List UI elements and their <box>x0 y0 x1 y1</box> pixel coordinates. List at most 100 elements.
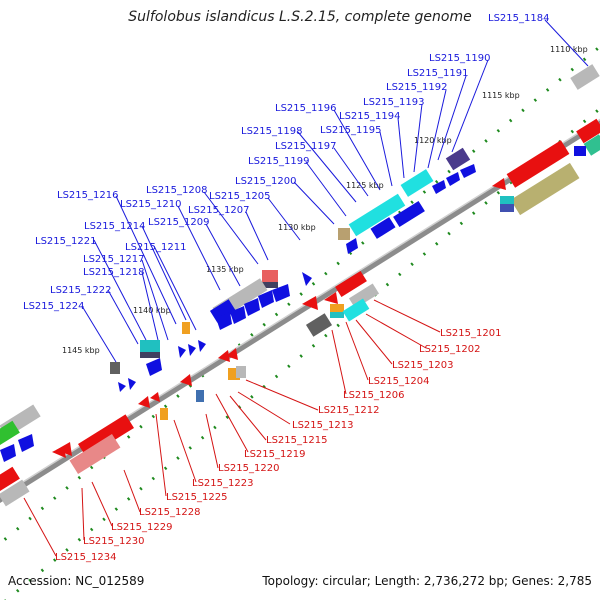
gene-arrow[interactable] <box>492 178 506 190</box>
gene-arrow[interactable] <box>198 340 206 352</box>
gene-label[interactable]: LS215_1193 <box>363 97 424 108</box>
gene-block[interactable] <box>160 408 168 420</box>
gene-block[interactable] <box>445 147 471 171</box>
gene-block[interactable] <box>500 204 514 212</box>
gene-block[interactable] <box>330 304 344 312</box>
gene-block[interactable] <box>140 352 160 358</box>
gene-label[interactable]: LS215_1222 <box>50 285 111 296</box>
gene-label[interactable]: LS215_1195 <box>320 125 381 136</box>
gene-label[interactable]: LS215_1209 <box>148 217 209 228</box>
gene-label[interactable]: LS215_1223 <box>192 478 253 489</box>
gene-block[interactable] <box>262 270 278 282</box>
gene-arrow[interactable] <box>146 358 162 376</box>
gene-block[interactable] <box>236 366 246 378</box>
gene-block[interactable] <box>196 390 204 402</box>
gene-arrow[interactable] <box>180 374 192 386</box>
gene-block[interactable] <box>576 118 600 144</box>
gene-label[interactable]: LS215_1206 <box>343 390 404 401</box>
gene-arrow[interactable] <box>150 392 160 402</box>
gene-arrow[interactable] <box>302 272 312 286</box>
gene-block[interactable] <box>393 200 425 228</box>
gene-label[interactable]: LS215_1191 <box>407 68 468 79</box>
gene-label[interactable]: LS215_1201 <box>440 328 501 339</box>
gene-label[interactable]: LS215_1211 <box>125 242 186 253</box>
gene-label[interactable]: LS215_1207 <box>188 205 249 216</box>
gene-label[interactable]: LS215_1204 <box>368 376 429 387</box>
gene-block[interactable] <box>370 217 396 239</box>
gene-block[interactable] <box>140 340 160 352</box>
gene-block[interactable] <box>506 140 570 188</box>
gene-arrow[interactable] <box>324 292 338 304</box>
gene-block[interactable] <box>209 299 237 323</box>
gene-arrow[interactable] <box>226 348 238 360</box>
gene-block[interactable] <box>570 64 600 90</box>
gene-block[interactable] <box>510 162 580 216</box>
gene-arrow[interactable] <box>244 298 260 316</box>
gene-arrow[interactable] <box>0 444 16 462</box>
gene-block[interactable] <box>348 193 406 237</box>
gene-arrow[interactable] <box>18 434 34 452</box>
gene-block[interactable] <box>342 298 370 322</box>
gene-label[interactable]: LS215_1203 <box>392 360 453 371</box>
gene-label[interactable]: LS215_1210 <box>120 199 181 210</box>
gene-block[interactable] <box>0 479 30 507</box>
gene-block[interactable] <box>335 270 367 298</box>
gene-block[interactable] <box>583 134 600 156</box>
gene-arrow[interactable] <box>302 296 318 310</box>
gene-block[interactable] <box>110 362 120 374</box>
gene-arrow[interactable] <box>432 180 446 194</box>
gene-arrow[interactable] <box>128 378 136 390</box>
gene-block[interactable] <box>182 322 190 334</box>
gene-label[interactable]: LS215_1214 <box>84 221 145 232</box>
gene-block[interactable] <box>69 433 121 475</box>
gene-arrow[interactable] <box>216 312 232 330</box>
gene-label[interactable]: LS215_1197 <box>275 141 336 152</box>
gene-label[interactable]: LS215_1200 <box>235 176 296 187</box>
gene-block[interactable] <box>400 169 434 197</box>
gene-arrow[interactable] <box>218 350 230 362</box>
gene-label[interactable]: LS215_1198 <box>241 126 302 137</box>
gene-label[interactable]: LS215_1213 <box>292 420 353 431</box>
gene-label[interactable]: LS215_1230 <box>83 536 144 547</box>
gene-label[interactable]: LS215_1192 <box>386 82 447 93</box>
gene-arrow[interactable] <box>346 238 358 254</box>
gene-block[interactable] <box>262 282 278 288</box>
gene-arrow[interactable] <box>460 164 476 178</box>
gene-label[interactable]: LS215_1225 <box>166 492 227 503</box>
gene-arrow[interactable] <box>52 446 66 458</box>
gene-block[interactable] <box>574 146 586 156</box>
gene-label[interactable]: LS215_1224 <box>23 301 84 312</box>
gene-label[interactable]: LS215_1220 <box>218 463 279 474</box>
gene-block[interactable] <box>330 312 344 318</box>
gene-arrow[interactable] <box>118 382 126 392</box>
gene-label[interactable]: LS215_1208 <box>146 185 207 196</box>
gene-block[interactable] <box>348 283 380 309</box>
gene-label[interactable]: LS215_1196 <box>275 103 336 114</box>
gene-block[interactable] <box>305 313 333 337</box>
gene-arrow[interactable] <box>272 284 290 302</box>
gene-label[interactable]: LS215_1229 <box>111 522 172 533</box>
gene-label[interactable]: LS215_1218 <box>83 267 144 278</box>
gene-label[interactable]: LS215_1205 <box>209 191 270 202</box>
gene-arrow[interactable] <box>138 396 150 408</box>
gene-arrow[interactable] <box>178 346 186 358</box>
gene-label[interactable]: LS215_1216 <box>57 190 118 201</box>
gene-label[interactable]: LS215_1219 <box>244 449 305 460</box>
gene-block[interactable] <box>0 466 20 492</box>
gene-label[interactable]: LS215_1215 <box>266 435 327 446</box>
gene-label[interactable]: LS215_1217 <box>83 254 144 265</box>
gene-arrow[interactable] <box>258 290 274 308</box>
gene-label[interactable]: LS215_1212 <box>318 405 379 416</box>
gene-block[interactable] <box>500 196 514 204</box>
gene-label[interactable]: LS215_1194 <box>339 111 400 122</box>
gene-block[interactable] <box>0 420 20 446</box>
gene-label[interactable]: LS215_1234 <box>55 552 116 563</box>
gene-label[interactable]: LS215_1184 <box>488 13 549 24</box>
gene-label[interactable]: LS215_1199 <box>248 156 309 167</box>
gene-block[interactable] <box>338 228 350 240</box>
gene-arrow[interactable] <box>188 344 196 356</box>
gene-label[interactable]: LS215_1190 <box>429 53 490 64</box>
gene-label[interactable]: LS215_1228 <box>139 507 200 518</box>
gene-label[interactable]: LS215_1202 <box>419 344 480 355</box>
